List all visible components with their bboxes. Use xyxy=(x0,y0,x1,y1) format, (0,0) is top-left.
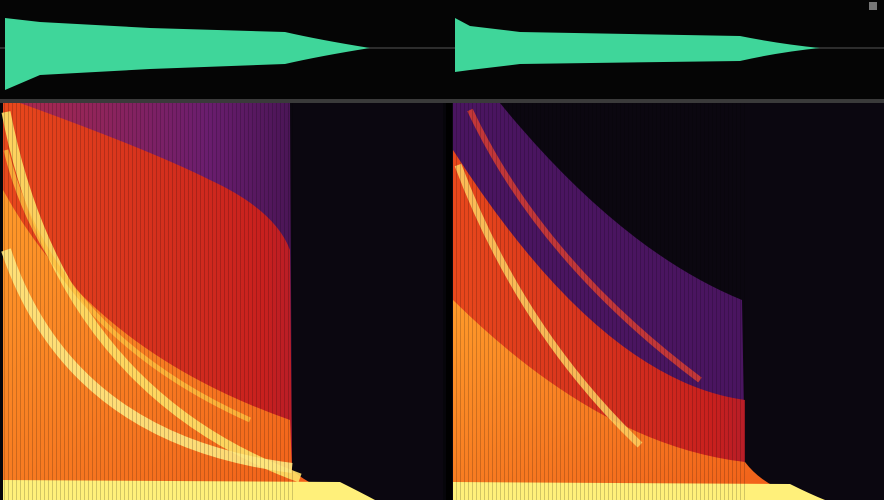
corner-button[interactable] xyxy=(869,2,877,10)
spectrogram-left xyxy=(1,103,443,500)
divider[interactable] xyxy=(0,99,884,103)
waveform-right xyxy=(455,18,820,72)
texture xyxy=(453,103,745,500)
texture xyxy=(3,103,293,500)
panel-gap xyxy=(446,103,452,500)
spectrogram-right xyxy=(452,103,884,500)
waveform-left xyxy=(5,18,370,90)
waveform-strip xyxy=(0,0,884,99)
